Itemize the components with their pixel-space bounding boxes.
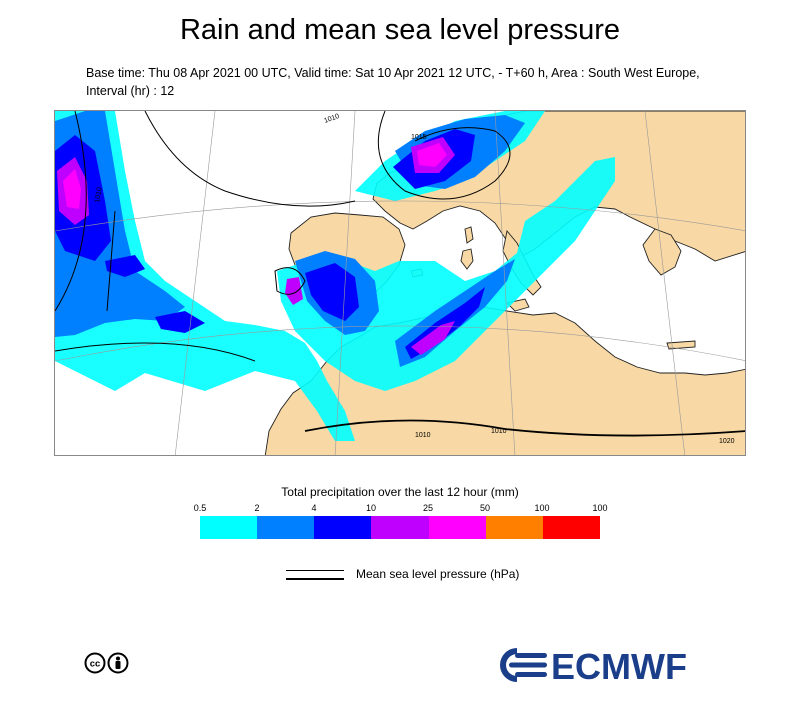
weather-map[interactable]: 1010 1015 1010 1010 1010 1020 [54, 110, 746, 456]
colorbar-swatch [428, 516, 486, 539]
precip-very-heavy-3 [411, 321, 455, 355]
ecmwf-logo-text: ECMWF [551, 646, 687, 685]
isobar-label: 1020 [719, 438, 735, 445]
legend-tick: 25 [422, 503, 433, 513]
pressure-legend-label: Mean sea level pressure (hPa) [356, 567, 520, 581]
graticule-line [644, 111, 686, 455]
isobar-label: 1010 [491, 428, 507, 435]
precip-very-heavy-4 [285, 277, 303, 305]
precip-heavy-5 [155, 311, 205, 333]
precip-heavy-6 [105, 255, 145, 277]
legend-tick: 0.5 [193, 503, 207, 513]
land-corsica [464, 226, 474, 244]
map-canvas: 1010 1015 1010 1010 1010 1020 [55, 111, 745, 455]
pressure-line-thick [286, 578, 344, 580]
land-greece [642, 228, 682, 276]
isobar-label: 1010 [323, 113, 340, 125]
legend-tick: 50 [479, 503, 490, 513]
map-subtitle: Base time: Thu 08 Apr 2021 00 UTC, Valid… [86, 66, 700, 98]
isobar-line [304, 419, 745, 437]
colorbar-swatch [542, 516, 600, 539]
isobar-label: 1010 [415, 432, 431, 439]
colorbar-swatch [200, 516, 258, 539]
precip-extreme-2 [417, 143, 447, 167]
isobar-labels: 1010 1015 1010 1010 1010 1020 [94, 113, 735, 445]
legend-tick: 4 [311, 503, 317, 513]
graticule-line [494, 111, 516, 455]
legend-tick: 2 [254, 503, 260, 513]
isobar-label: 1015 [411, 134, 427, 141]
colorbar-swatch [257, 516, 315, 539]
isobar-label: 1010 [94, 187, 104, 204]
isobar-line [55, 342, 256, 362]
precipitation-colorbar [200, 516, 600, 539]
precip-light [55, 111, 355, 441]
precip-light-2 [277, 157, 615, 391]
ecmwf-logo-icon [499, 648, 547, 682]
legend-tick: 100 [592, 503, 608, 513]
colorbar-swatch [371, 516, 429, 539]
isobar-line [274, 267, 306, 295]
land-sardinia [460, 248, 474, 270]
graticule-line [55, 200, 745, 232]
precipitation-legend-title: Total precipitation over the last 12 hou… [281, 485, 519, 499]
legend-tick: 100 [534, 503, 550, 513]
isobar-line [144, 111, 356, 207]
pressure-line-thin [286, 570, 344, 571]
legend-tick: 10 [365, 503, 376, 513]
isobar-line [377, 111, 511, 200]
isobar-line [55, 111, 87, 312]
page-title: Rain and mean sea level pressure [179, 14, 621, 46]
isobar-line [106, 210, 116, 312]
colorbar-swatch [314, 516, 372, 539]
graticule-line [55, 325, 745, 362]
isobars [55, 111, 745, 437]
ecmwf-logo[interactable]: ECMWF [497, 645, 719, 690]
graticule-line [334, 111, 356, 455]
graticule [55, 111, 745, 455]
svg-text:cc: cc [90, 659, 101, 670]
creative-commons-by-icon: cc [84, 652, 130, 679]
graticule-line [174, 111, 216, 455]
colorbar-swatch [485, 516, 543, 539]
precip-extreme [63, 169, 81, 209]
